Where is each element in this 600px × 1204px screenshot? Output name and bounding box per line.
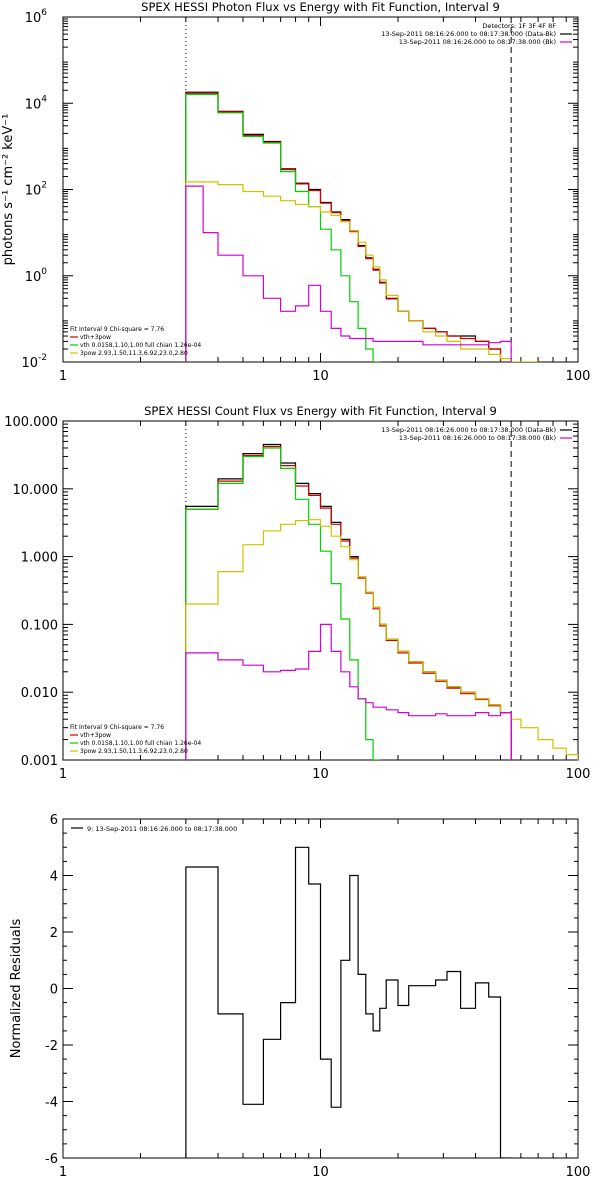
y-tick-label: 100.000 <box>4 415 58 430</box>
y-tick-exponent: 4 <box>41 94 47 104</box>
x-tick-label: 100 <box>566 767 591 782</box>
x-tick-label: 1 <box>59 369 67 384</box>
legend-entry: Detectors: 1F 3F 4F 8F <box>482 22 556 30</box>
series-line-0 <box>185 846 512 1158</box>
plot-area <box>185 443 578 760</box>
fit-legend-entry: vth 0.0158,1.10,1.00 full chian 1.26e-04 <box>80 342 201 349</box>
fit-legend-entry: vth+3pow <box>80 732 111 739</box>
y-tick-label: 1.000 <box>21 551 58 566</box>
y-tick-label: 0.001 <box>21 754 58 769</box>
legend-entry: 13-Sep-2011 08:16:26.000 to 08:17:38.000… <box>381 30 556 38</box>
chart-title: SPEX HESSI Count Flux vs Energy with Fit… <box>144 404 497 418</box>
x-tick-label: 10 <box>312 767 329 782</box>
fit-legend-entry: 3pow 2.93,1.50,11.3,6.92,23.0,2.80 <box>80 748 188 755</box>
y-tick-label: 104 <box>25 94 48 112</box>
y-tick-exponent: 6 <box>41 8 47 18</box>
y-tick-label: -6 <box>45 1152 58 1167</box>
series-line-3 <box>185 181 539 362</box>
fit-legend-entry: 3pow 2.93,1.50,11.3,6.92,23.0,2.80 <box>80 350 188 357</box>
plot-area <box>185 91 539 362</box>
y-tick-label: 4 <box>50 870 58 885</box>
series-line-0 <box>185 443 512 760</box>
y-axis-label: photons s⁻¹ cm⁻² keV⁻¹ <box>1 114 16 266</box>
y-tick-label: 0.100 <box>21 618 58 633</box>
fit-legend-entry: Fit Interval 9 Chi-square = 7.76 <box>70 326 164 333</box>
legend-entry: 9: 13-Sep-2011 08:16:26.000 to 08:17:38.… <box>87 825 237 833</box>
x-tick-label: 1 <box>59 767 67 782</box>
y-axis-label: Normalized Residuals <box>9 919 24 1059</box>
y-tick-label: -4 <box>45 1096 58 1111</box>
plot-area <box>185 846 512 1158</box>
series-line-2 <box>185 93 380 362</box>
series-line-1 <box>185 445 512 760</box>
x-tick-label: 100 <box>566 369 591 384</box>
y-tick-label: 102 <box>25 181 47 199</box>
fit-legend-entry: vth 0.0158,1.10,1.00 full chian 1.26e-04 <box>80 740 201 747</box>
x-tick-label: 100 <box>566 1165 591 1180</box>
x-tick-label: 10 <box>312 369 329 384</box>
y-tick-label: 6 <box>50 813 58 828</box>
fit-legend-entry: Fit Interval 9 Chi-square = 7.76 <box>70 724 164 731</box>
series-line-4 <box>185 185 512 362</box>
series-line-4 <box>185 623 512 760</box>
series-line-0 <box>185 91 502 362</box>
y-tick-exponent: 0 <box>41 267 47 277</box>
y-tick-label: -2 <box>45 1039 58 1054</box>
x-tick-label: 10 <box>312 1165 329 1180</box>
series-line-1 <box>185 92 502 362</box>
y-tick-exponent: 2 <box>41 181 47 191</box>
x-tick-label: 1 <box>59 1165 67 1180</box>
fit-legend-entry: vth+3pow <box>80 334 111 341</box>
y-tick-exponent: -2 <box>38 353 47 363</box>
y-tick-label: 10-2 <box>21 353 47 371</box>
series-line-3 <box>185 519 578 760</box>
photon-flux-panel: SPEX HESSI Photon Flux vs Energy with Fi… <box>1 0 590 384</box>
y-tick-label: 100 <box>25 267 48 285</box>
count-flux-panel: SPEX HESSI Count Flux vs Energy with Fit… <box>4 404 590 782</box>
y-tick-label: 106 <box>25 8 48 26</box>
y-tick-label: 2 <box>50 926 58 941</box>
residuals-panel: 1 10 100 -6 -4 -2 0 2 4 6 Normalized Residuals 9: 1… <box>9 813 590 1180</box>
legend-entry: 13-Sep-2011 08:16:26.000 to 08:17:38.000… <box>399 434 556 442</box>
y-tick-label: 0.010 <box>21 686 58 701</box>
legend-entry: 13-Sep-2011 08:16:26.000 to 08:17:38.000… <box>381 426 556 434</box>
legend-entry: 13-Sep-2011 08:16:26.000 to 08:17:38.000… <box>399 38 556 46</box>
chart-title: SPEX HESSI Photon Flux vs Energy with Fi… <box>141 0 500 14</box>
y-tick-label: 0 <box>50 983 58 998</box>
y-tick-label: 10.000 <box>13 483 59 498</box>
